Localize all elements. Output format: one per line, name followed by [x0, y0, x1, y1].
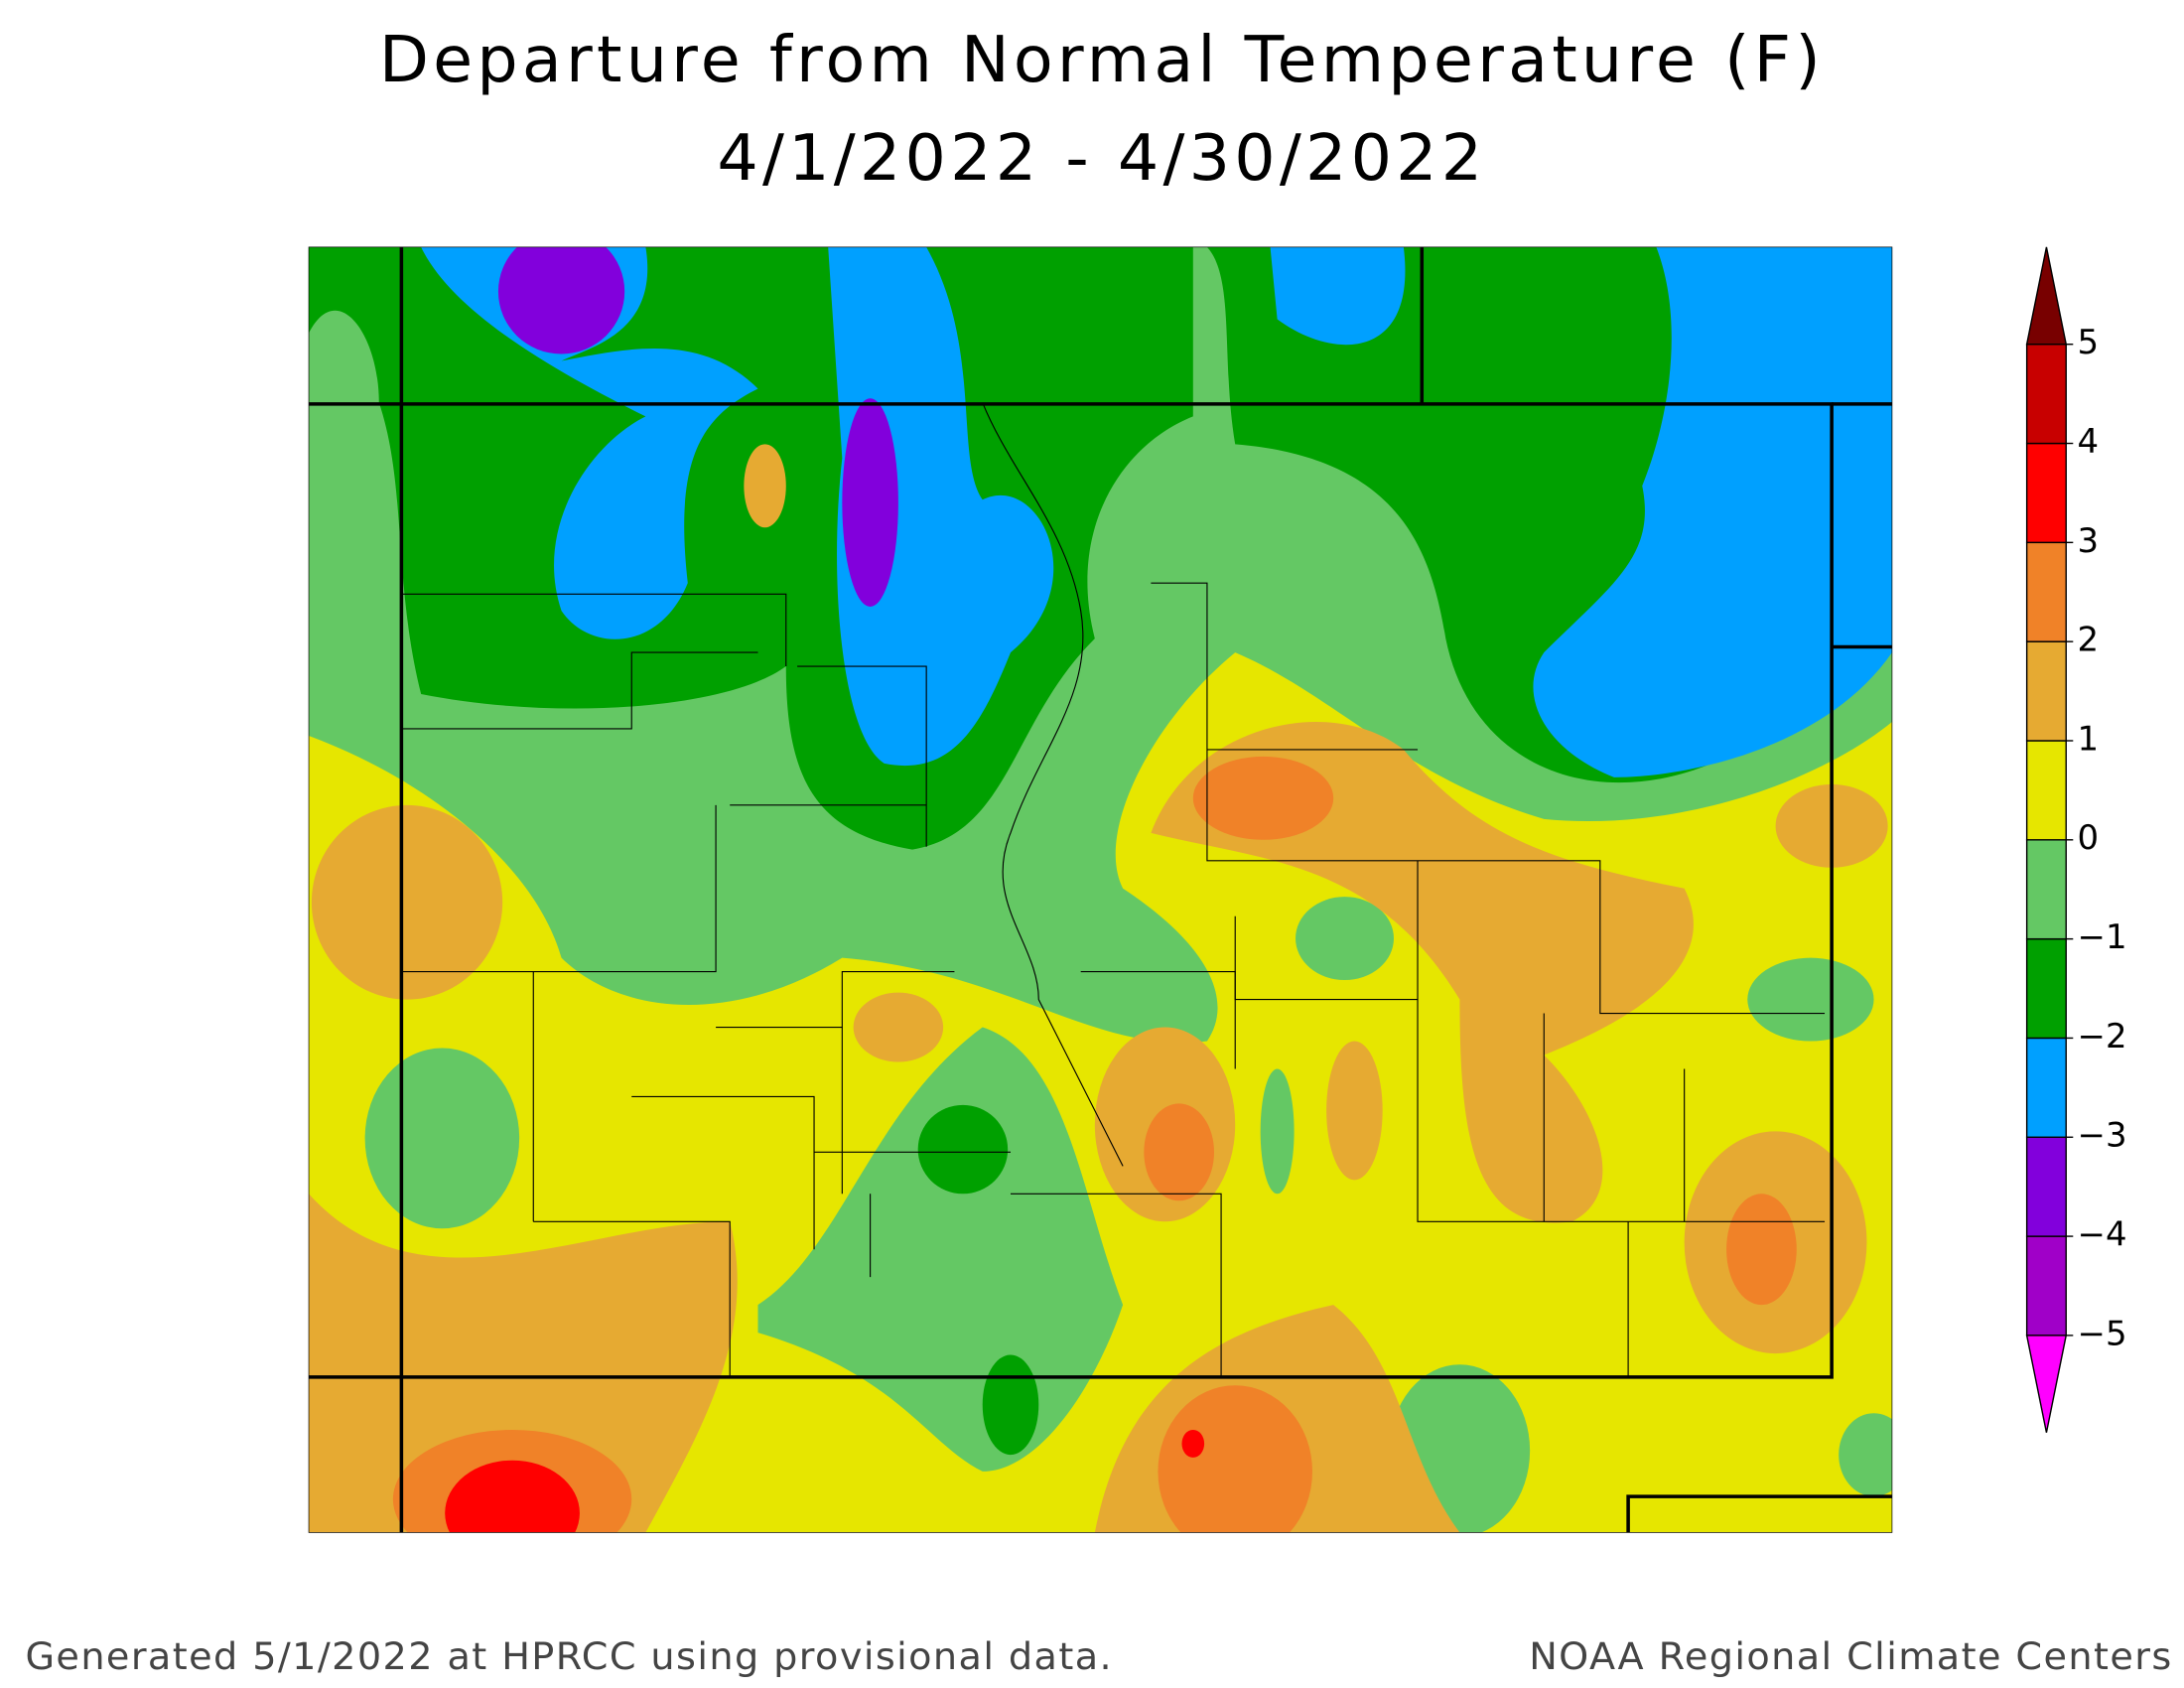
- legend-swatch: [2025, 541, 2067, 642]
- contour: [1270, 246, 1406, 346]
- legend-swatch: [2025, 1136, 2067, 1237]
- footer-left: Generated 5/1/2022 at HPRCC using provis…: [25, 1634, 1113, 1678]
- legend-swatch: [2025, 640, 2067, 742]
- legend-swatch: [2025, 442, 2067, 544]
- contour: [917, 1104, 1009, 1195]
- legend-tick-label: 0: [2078, 818, 2100, 857]
- contour: [1158, 1385, 1312, 1533]
- legend-swatch: [2025, 344, 2067, 445]
- legend-swatch: [2025, 839, 2067, 940]
- contour: [1726, 1194, 1797, 1306]
- legend-swatch: [2025, 740, 2067, 841]
- legend-swatch: [2025, 1235, 2067, 1336]
- legend-tick-label: −1: [2078, 917, 2127, 956]
- footer-right: NOAA Regional Climate Centers: [1529, 1634, 2172, 1678]
- contour: [1181, 1429, 1205, 1458]
- contour: [1326, 1041, 1383, 1181]
- legend-tick-label: −2: [2078, 1017, 2127, 1055]
- legend-tick-label: −4: [2078, 1215, 2127, 1254]
- contour: [842, 398, 898, 607]
- contour: [421, 246, 758, 639]
- contour: [1260, 1068, 1295, 1195]
- contour: [311, 804, 503, 1000]
- contour: [1151, 721, 1694, 1223]
- map: [309, 246, 1892, 1533]
- contour: [1296, 897, 1394, 981]
- contour: [828, 246, 1054, 766]
- contour: [982, 1354, 1039, 1456]
- contour: [1747, 957, 1874, 1042]
- legend-tick-label: 4: [2078, 422, 2100, 461]
- contour: [1533, 246, 1892, 777]
- contour: [744, 444, 786, 528]
- contour: [1839, 1413, 1892, 1497]
- contour: [364, 1048, 520, 1229]
- legend-swatch: [2025, 937, 2067, 1040]
- legend-tick-label: 1: [2078, 720, 2100, 759]
- contour: [853, 992, 944, 1062]
- contour: [309, 1194, 738, 1533]
- state-borders: [309, 246, 1892, 1533]
- contour: [497, 246, 625, 354]
- contour: [445, 1460, 580, 1533]
- legend-under: [2025, 1335, 2068, 1433]
- legend-tick-label: −3: [2078, 1116, 2127, 1155]
- county-lines: [401, 402, 1826, 1377]
- legend-tick-label: 5: [2078, 323, 2100, 361]
- contour: [1192, 756, 1334, 840]
- legend-tick-label: −5: [2078, 1315, 2127, 1353]
- contour: [1144, 1103, 1215, 1201]
- title: Departure from Normal Temperature (F): [379, 23, 1825, 97]
- contour: [757, 1027, 1124, 1472]
- subtitle: 4/1/2022 - 4/30/2022: [717, 121, 1486, 196]
- legend-over: [2025, 246, 2068, 346]
- map-frame: [308, 246, 1893, 1533]
- legend-swatch: [2025, 1037, 2067, 1138]
- legend-tick-label: 3: [2078, 521, 2100, 560]
- legend-tick-label: 2: [2078, 621, 2100, 659]
